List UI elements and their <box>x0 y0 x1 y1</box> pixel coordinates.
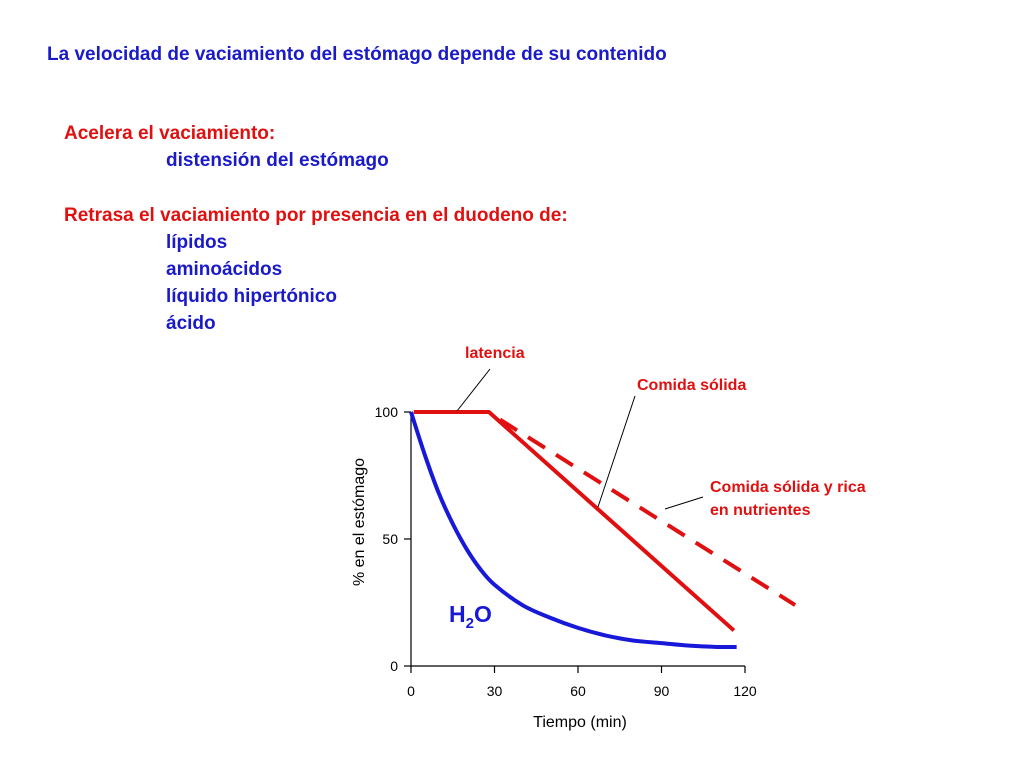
delays-item: aminoácidos <box>166 259 283 280</box>
x-tick-label: 60 <box>570 683 586 699</box>
delays-heading: Retrasa el vaciamiento por presencia en … <box>64 205 568 226</box>
annotation-comida-rica-line2: en nutrientes <box>710 502 811 519</box>
accelerates-heading: Acelera el vaciamiento: <box>64 123 276 144</box>
series-lines <box>409 410 797 650</box>
x-tick-label: 30 <box>487 683 503 699</box>
y-tick-label: 100 <box>375 404 399 420</box>
annotation-latencia: latencia <box>465 345 525 362</box>
axes: 0 30 60 90 120 0 50 100 <box>375 404 757 699</box>
annotation-comida-rica-line1: Comida sólida y rica <box>710 479 866 496</box>
series-line-0 <box>409 411 737 650</box>
x-tick-label: 0 <box>407 683 415 699</box>
x-tick-label: 90 <box>654 683 670 699</box>
delays-item: lípidos <box>166 232 228 253</box>
comida-rica-leader <box>664 496 704 510</box>
series-line-1 <box>413 410 736 632</box>
y-tick-label: 0 <box>390 658 398 674</box>
h2o-label-tail: O <box>474 601 492 627</box>
series-line-2 <box>499 417 797 607</box>
x-axis-title: Tiempo (min) <box>533 714 627 731</box>
h2o-series-label: H2O <box>449 601 492 632</box>
h2o-label-main: H <box>449 601 466 627</box>
accelerates-item: distensión del estómago <box>166 150 389 171</box>
annotation-comida-solida: Comida sólida <box>637 377 746 394</box>
y-tick-label: 50 <box>382 531 398 547</box>
comida-solida-leader <box>597 395 636 508</box>
latencia-leader <box>456 368 491 412</box>
h2o-label-subscript: 2 <box>466 615 474 632</box>
callout-leaders <box>456 368 704 510</box>
x-tick-label: 120 <box>733 683 757 699</box>
delays-item: ácido <box>166 313 216 334</box>
y-axis-title: % en el estómago <box>351 458 368 586</box>
headline: La velocidad de vaciamiento del estómago… <box>47 44 667 65</box>
delays-item: líquido hipertónico <box>166 286 337 307</box>
